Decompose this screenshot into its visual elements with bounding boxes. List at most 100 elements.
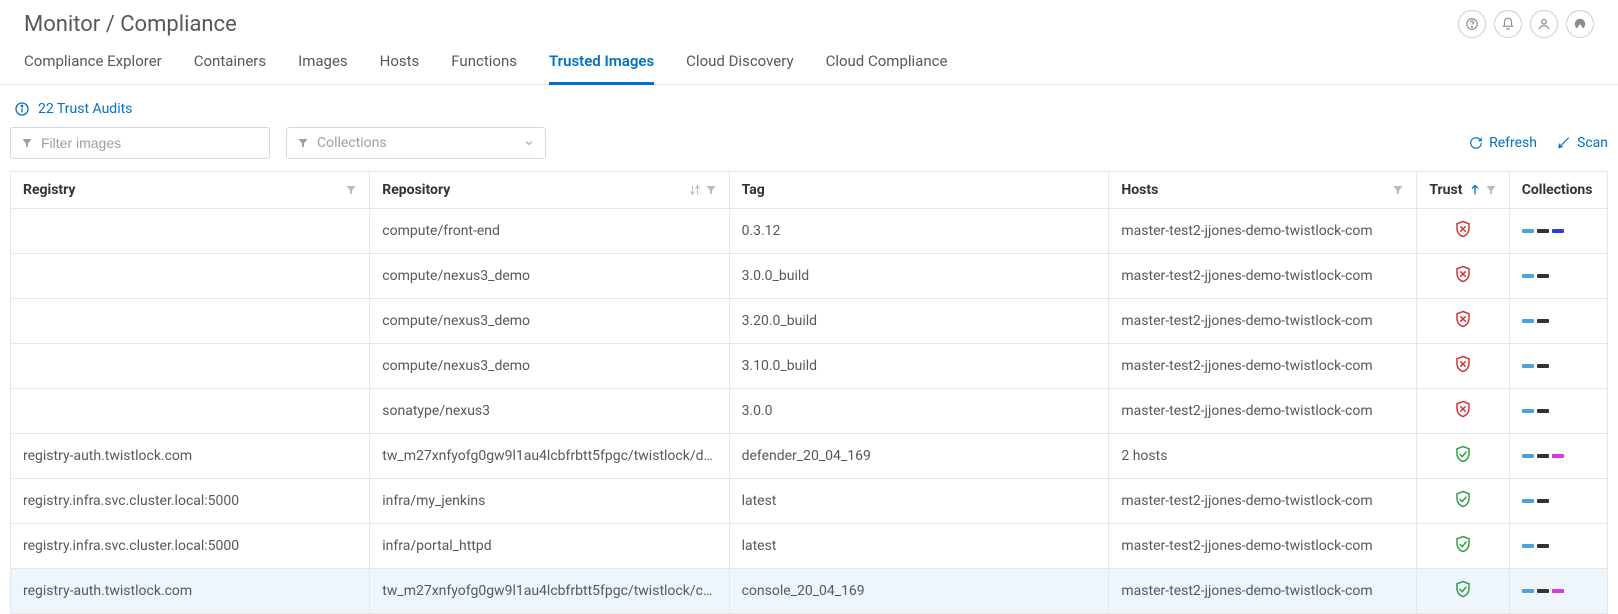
col-collections[interactable]: Collections [1509, 172, 1607, 209]
user-icon[interactable] [1530, 10, 1558, 38]
table-row[interactable]: registry.infra.svc.cluster.local:5000inf… [11, 524, 1608, 569]
scan-icon [1557, 136, 1571, 150]
collection-bar [1537, 544, 1549, 548]
table-row[interactable]: compute/front-end0.3.12master-test2-jjon… [11, 209, 1608, 254]
cell-collections [1509, 479, 1607, 524]
tab-compliance-explorer[interactable]: Compliance Explorer [24, 52, 162, 84]
tabs: Compliance Explorer Containers Images Hosts… [0, 38, 1618, 85]
collection-bar [1537, 589, 1549, 593]
sort-icon[interactable] [689, 184, 701, 196]
cell-hosts: master-test2-jjones-demo-twistlock-com [1109, 524, 1417, 569]
cell-collections [1509, 524, 1607, 569]
tab-hosts[interactable]: Hosts [380, 52, 420, 84]
cell-registry [11, 209, 370, 254]
tab-cloud-discovery[interactable]: Cloud Discovery [686, 52, 793, 84]
filter-icon[interactable] [1392, 184, 1404, 196]
cell-trust [1417, 434, 1509, 479]
table-row[interactable]: registry-auth.twistlock.comtw_m27xnfyofg… [11, 434, 1608, 479]
col-hosts-label: Hosts [1121, 182, 1158, 198]
refresh-button[interactable]: Refresh [1469, 135, 1537, 151]
scan-button[interactable]: Scan [1557, 135, 1608, 151]
col-registry-label: Registry [23, 182, 75, 198]
table-row[interactable]: sonatype/nexus33.0.0master-test2-jjones-… [11, 389, 1608, 434]
chevron-down-icon [523, 137, 535, 149]
shield-untrusted-icon [1454, 219, 1472, 239]
cell-tag: 3.10.0_build [729, 344, 1109, 389]
cell-registry [11, 389, 370, 434]
cell-registry: registry.infra.svc.cluster.local:5000 [11, 479, 370, 524]
col-tag[interactable]: Tag [729, 172, 1109, 209]
cell-tag: 3.0.0 [729, 389, 1109, 434]
tab-images[interactable]: Images [298, 52, 348, 84]
cell-collections [1509, 389, 1607, 434]
cell-trust [1417, 254, 1509, 299]
cell-registry: registry.infra.svc.cluster.local:5000 [11, 524, 370, 569]
collection-bar [1537, 364, 1549, 368]
help-icon[interactable] [1458, 10, 1486, 38]
cell-collections [1509, 254, 1607, 299]
table-row[interactable]: registry.infra.svc.cluster.local:5000inf… [11, 479, 1608, 524]
tab-functions[interactable]: Functions [451, 52, 517, 84]
cell-trust [1417, 569, 1509, 614]
cell-tag: latest [729, 524, 1109, 569]
cell-repository: tw_m27xnfyofg0gw9l1au4lcbfrbtt5fpgc/twis… [370, 569, 729, 614]
trust-audits[interactable]: 22 Trust Audits [10, 101, 132, 117]
filter-images-input[interactable] [10, 127, 270, 159]
cell-collections [1509, 434, 1607, 479]
cell-repository: compute/front-end [370, 209, 729, 254]
table-row[interactable]: compute/nexus3_demo3.0.0_buildmaster-tes… [11, 254, 1608, 299]
cell-collections [1509, 344, 1607, 389]
tab-containers[interactable]: Containers [194, 52, 266, 84]
cell-tag: console_20_04_169 [729, 569, 1109, 614]
cell-repository: tw_m27xnfyofg0gw9l1au4lcbfrbtt5fpgc/twis… [370, 434, 729, 479]
collection-bar [1522, 589, 1534, 593]
cell-tag: defender_20_04_169 [729, 434, 1109, 479]
trust-audits-link[interactable]: 22 Trust Audits [38, 101, 132, 117]
gauge-icon[interactable] [1566, 10, 1594, 38]
collection-bar [1537, 499, 1549, 503]
cell-repository: compute/nexus3_demo [370, 254, 729, 299]
collection-bar [1537, 409, 1549, 413]
table-row[interactable]: registry-auth.twistlock.comtw_m27xnfyofg… [11, 569, 1608, 614]
collection-bar [1522, 454, 1534, 458]
shield-untrusted-icon [1454, 399, 1472, 419]
refresh-icon [1469, 136, 1483, 150]
breadcrumb: Monitor / Compliance [24, 12, 237, 37]
cell-registry: registry-auth.twistlock.com [11, 569, 370, 614]
shield-untrusted-icon [1454, 264, 1472, 284]
tab-cloud-compliance[interactable]: Cloud Compliance [826, 52, 948, 84]
cell-repository: infra/portal_httpd [370, 524, 729, 569]
cell-hosts: master-test2-jjones-demo-twistlock-com [1109, 569, 1417, 614]
cell-collections [1509, 299, 1607, 344]
filter-images-field[interactable] [41, 135, 259, 151]
cell-trust [1417, 344, 1509, 389]
col-trust[interactable]: Trust [1417, 172, 1509, 209]
info-icon [14, 101, 30, 117]
collection-bar [1522, 544, 1534, 548]
cell-tag: latest [729, 479, 1109, 524]
funnel-icon [21, 137, 33, 149]
col-trust-label: Trust [1429, 182, 1462, 198]
collections-select[interactable]: Collections [286, 127, 546, 159]
tab-trusted-images[interactable]: Trusted Images [549, 52, 654, 85]
bell-icon[interactable] [1494, 10, 1522, 38]
col-hosts[interactable]: Hosts [1109, 172, 1417, 209]
shield-trusted-icon [1454, 579, 1472, 599]
filter-icon[interactable] [1485, 184, 1497, 196]
table-row[interactable]: compute/nexus3_demo3.10.0_buildmaster-te… [11, 344, 1608, 389]
cell-collections [1509, 209, 1607, 254]
cell-registry [11, 299, 370, 344]
table-row[interactable]: compute/nexus3_demo3.20.0_buildmaster-te… [11, 299, 1608, 344]
funnel-icon [297, 137, 309, 149]
filter-icon[interactable] [705, 184, 717, 196]
collection-bar [1537, 454, 1549, 458]
cell-tag: 3.0.0_build [729, 254, 1109, 299]
sort-asc-icon[interactable] [1469, 184, 1481, 196]
filter-icon[interactable] [345, 184, 357, 196]
collection-bar [1522, 319, 1534, 323]
collection-bar [1537, 274, 1549, 278]
col-repository[interactable]: Repository [370, 172, 729, 209]
col-registry[interactable]: Registry [11, 172, 370, 209]
cell-trust [1417, 209, 1509, 254]
cell-hosts: master-test2-jjones-demo-twistlock-com [1109, 479, 1417, 524]
